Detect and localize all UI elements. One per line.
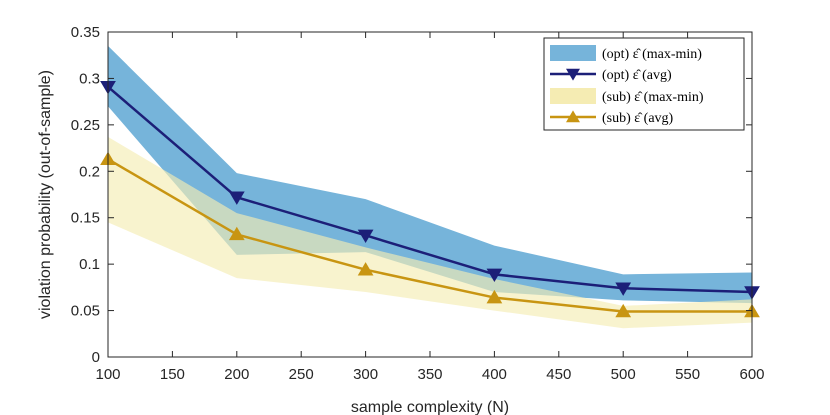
legend-swatch-0 — [550, 45, 596, 61]
y-tick-label-0.05: 0.05 — [71, 303, 100, 320]
y-tick-label-0.15: 0.15 — [71, 210, 100, 227]
y-tick-label-0.3: 0.3 — [79, 70, 100, 87]
marker-sub-300 — [357, 262, 374, 276]
bands-layer — [108, 45, 752, 329]
lines-layer — [107, 85, 753, 313]
legend-marker-1 — [566, 68, 580, 81]
band-sub-max-min — [108, 136, 752, 329]
ticks-layer — [107, 31, 753, 358]
y-tick-label-0.1: 0.1 — [79, 256, 100, 273]
marker-sub-400 — [486, 289, 503, 304]
y-tick-label-0.2: 0.2 — [79, 163, 100, 180]
legend-label-1: (opt) ε̂ (avg) — [602, 68, 672, 83]
y-tick-labels: 0 0.05 0.1 0.15 0.2 0.25 0.3 0.35 — [71, 24, 100, 366]
x-tick-label-600: 600 — [739, 366, 764, 383]
legend-swatch-2 — [550, 88, 596, 104]
legend-label-0: (opt) ε̂ (max-min) — [602, 47, 702, 62]
x-tick-label-300: 300 — [353, 366, 378, 383]
x-tick-label-100: 100 — [95, 366, 120, 383]
y-axis-label: violation probability (out-of-sample) — [37, 70, 54, 319]
y-tick-label-0.35: 0.35 — [71, 24, 100, 41]
legend-label-3: (sub) ε̂ (avg) — [602, 111, 674, 126]
line-sub-avg — [107, 158, 752, 313]
x-tick-label-450: 450 — [546, 366, 571, 383]
x-axis-label: sample complexity (N) — [351, 399, 509, 415]
marker-sub-500 — [615, 303, 632, 318]
x-tick-label-500: 500 — [611, 366, 636, 383]
legend-marker-3 — [566, 110, 580, 123]
x-tick-label-200: 200 — [224, 366, 249, 383]
marker-sub-200 — [228, 226, 245, 241]
line-opt-avg — [107, 85, 753, 294]
x-tick-labels: 100 150 200 250 300 350 400 450 500 550 600 — [95, 366, 764, 383]
marker-opt-300 — [357, 229, 374, 243]
legend-items: (opt) ε̂ (max-min) (opt) ε̂ (avg) (sub) ε̂… — [550, 45, 704, 126]
x-tick-label-550: 550 — [675, 366, 700, 383]
x-tick-label-400: 400 — [482, 366, 507, 383]
x-tick-label-150: 150 — [160, 366, 185, 383]
x-tick-label-250: 250 — [289, 366, 314, 383]
marker-opt-400 — [486, 268, 503, 282]
x-tick-label-350: 350 — [417, 366, 442, 383]
marker-opt-500 — [615, 282, 632, 296]
legend: (opt) ε̂ (max-min) (opt) ε̂ (avg) (sub) ε̂… — [543, 37, 745, 131]
y-tick-label-0.25: 0.25 — [71, 117, 100, 134]
marker-opt-200 — [228, 191, 245, 205]
y-tick-label-0: 0 — [92, 349, 100, 366]
legend-label-2: (sub) ε̂ (max-min) — [602, 90, 704, 105]
